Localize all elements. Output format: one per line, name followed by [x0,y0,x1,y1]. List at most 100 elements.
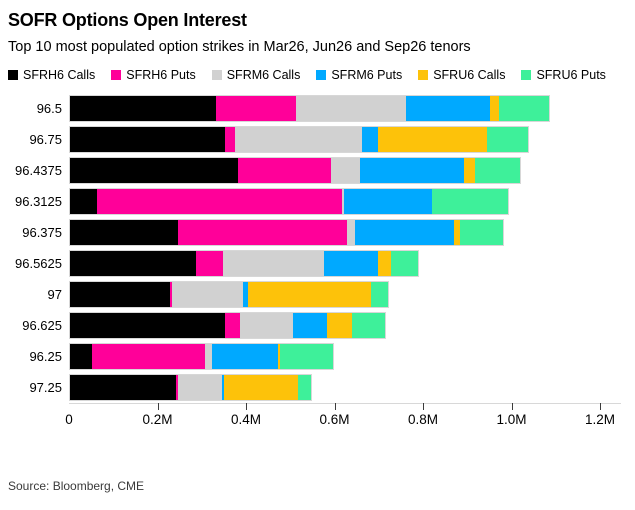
bar-segment-sfrm6-calls [222,251,325,276]
bar-segment-sfrh6-puts [96,189,343,214]
bar-segment-sfrm6-calls [342,189,344,214]
bar-segment-sfrh6-calls [70,158,239,183]
bar-track [69,188,635,215]
x-axis-tick [246,403,247,410]
sfru6-puts-swatch-icon [521,69,532,80]
bar-segment-sfrm6-calls [234,127,362,152]
stacked-bar [69,281,390,308]
bar-segment-sfru6-calls [248,282,372,307]
bar-segment-sfru6-puts [499,96,550,121]
bar-segment-sfru6-puts [297,375,311,400]
bar-track [69,157,635,184]
x-axis-tick-label: 0.2M [142,412,173,427]
bar-segment-sfru6-calls [327,313,352,338]
y-axis-label: 96.75 [29,132,62,147]
bar-segment-sfrh6-calls [70,189,97,214]
legend: SFRH6 Calls SFRH6 Puts SFRM6 Calls SFRM6 Pu… [8,65,627,84]
bar-segment-sfrm6-puts [324,251,378,276]
x-axis-tick-label: 0.8M [407,412,439,427]
legend-label: SFRH6 Calls [23,67,96,82]
bar-segment-sfrh6-puts [224,313,241,338]
bar-segment-sfru6-puts [371,282,389,307]
bar-row: 96.25 [0,341,635,372]
bar-segment-sfrm6-calls [172,282,244,307]
x-axis-tick [334,403,336,410]
x-axis-tick [423,403,424,410]
sfrm6-puts-swatch-icon [316,69,327,80]
bar-row: 96.75 [0,124,635,155]
bar-row: 96.5 [0,93,635,124]
bar-segment-sfrh6-puts [238,158,332,183]
bar-track [69,126,635,153]
stacked-bar [69,343,335,370]
stacked-bar [69,188,509,215]
bar-segment-sfrh6-calls [70,220,179,245]
x-axis-tick [511,403,513,410]
bar-track [69,219,635,246]
bar-segment-sfru6-calls [224,375,298,400]
bar-segment-sfrm6-calls [177,375,223,400]
x-axis-tick [600,403,601,410]
y-axis-label: 96.4375 [15,163,62,178]
bar-segment-sfrm6-puts [222,375,225,400]
stacked-bar [69,250,419,277]
bar-segment-sfru6-calls [377,251,392,276]
legend-item-sfrh6-puts: SFRH6 Puts [111,65,196,84]
y-axis-label: 96.375 [22,225,62,240]
bar-track [69,250,635,277]
bar-segment-sfrm6-puts [243,282,249,307]
legend-label: SFRM6 Calls [226,67,301,82]
legend-label: SFRU6 Calls [433,67,506,82]
bar-segment-sfrh6-puts [169,282,173,307]
bar-row: 97 [0,279,635,310]
sfru6-calls-swatch-icon [418,69,429,80]
legend-item-sfrm6-calls: SFRM6 Calls [211,65,301,84]
legend-label: SFRU6 Puts [536,67,606,82]
bar-row: 96.5625 [0,248,635,279]
stacked-bar [69,95,551,122]
bar-row: 96.4375 [0,155,635,186]
bar-row: 97.25 [0,372,635,403]
bar-segment-sfrh6-puts [216,96,296,121]
bar-segment-sfru6-calls [463,158,476,183]
bar-segment-sfru6-calls [490,96,500,121]
bar-segment-sfrh6-calls [70,282,170,307]
x-axis-tick [157,403,159,410]
bar-row: 96.3125 [0,186,635,217]
bar-row: 96.375 [0,217,635,248]
bar-rows: 96.5 96.75 96.4375 96.3125 96.375 96.5625 97 96… [0,93,635,403]
legend-label: SFRM6 Puts [331,67,403,82]
legend-item-sfru6-puts: SFRU6 Puts [521,65,606,84]
bar-segment-sfrh6-puts [176,375,178,400]
source-note: Source: Bloomberg, CME [8,479,145,493]
sfrh6-calls-swatch-icon [8,69,18,80]
stacked-bar [69,312,387,339]
stacked-bar [69,374,312,401]
bar-track [69,312,635,339]
bar-segment-sfrh6-calls [70,96,216,121]
stacked-bar [69,157,521,184]
bar-segment-sfru6-puts [475,158,520,183]
bar-row: 96.625 [0,310,635,341]
y-axis-label: 96.625 [22,318,62,333]
bar-segment-sfrh6-calls [70,375,177,400]
bar-track [69,95,635,122]
y-axis-label: 96.5 [36,101,62,116]
bar-segment-sfrm6-puts [292,313,328,338]
y-axis-label: 96.5625 [15,256,62,271]
bar-segment-sfrm6-puts [359,158,464,183]
bar-segment-sfrh6-puts [224,127,235,152]
y-axis-label: 97 [47,287,62,302]
legend-item-sfrm6-puts: SFRM6 Puts [316,65,402,84]
y-axis-label: 97.25 [29,380,62,395]
bar-segment-sfrm6-calls [331,158,360,183]
sfrh6-puts-swatch-icon [111,69,122,80]
x-axis-tick-label: 0.6M [319,412,350,427]
stacked-bar [69,219,504,246]
bar-segment-sfru6-puts [391,251,418,276]
bar-segment-sfrm6-calls [240,313,293,338]
bar-segment-sfrm6-puts [355,220,454,245]
bar-segment-sfrh6-calls [70,127,225,152]
stacked-bar [69,126,529,153]
